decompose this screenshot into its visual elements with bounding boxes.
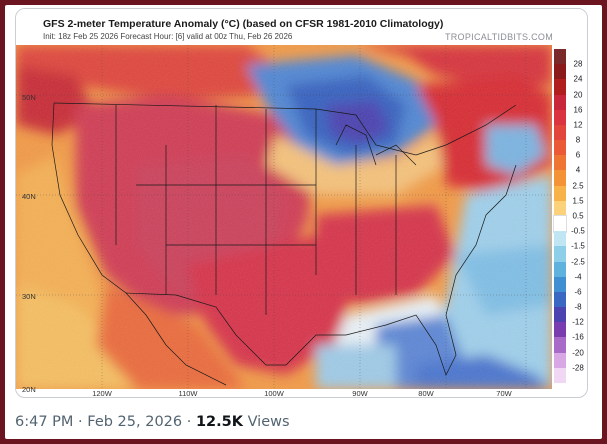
colorbar-swatch	[554, 352, 566, 369]
colorbar-swatch	[554, 140, 566, 156]
map-brand: TROPICALTIDBITS.COM	[444, 32, 553, 42]
colorbar-swatch	[554, 94, 566, 111]
lat-label-30n: 30N	[22, 292, 36, 301]
colorbar-label: -8	[574, 302, 582, 312]
colorbar-swatch	[554, 246, 566, 263]
temperature-anomaly-map	[16, 45, 552, 389]
colorbar-label: 28	[573, 59, 583, 69]
lat-label-50n: 50N	[22, 93, 36, 102]
colorbar-label: -6	[574, 287, 582, 297]
colorbar-label: 0.5	[572, 211, 584, 221]
tweet-time[interactable]: 6:47 PM	[15, 414, 74, 430]
lon-label-110w: 110W	[178, 389, 198, 398]
colorbar-swatch	[554, 185, 566, 202]
colorbar-label: 2.5	[572, 181, 584, 191]
colorbar-swatch	[554, 291, 566, 308]
colorbar-label: -20	[572, 348, 584, 358]
colorbar-swatch	[554, 276, 566, 293]
colorbar-label: -28	[572, 363, 584, 373]
colorbar-swatch	[554, 155, 566, 171]
colorbar-swatch	[554, 261, 566, 278]
anomaly-shading	[16, 45, 552, 389]
lat-label-20n: 20N	[22, 385, 36, 394]
lon-label-90w: 90W	[352, 389, 368, 398]
colorbar-swatch	[554, 109, 566, 126]
map-header: GFS 2-meter Temperature Anomaly (°C) (ba…	[16, 9, 587, 45]
colorbar-swatch	[554, 337, 566, 354]
separator-dot: ·	[186, 414, 192, 430]
colorbar-label: 1.5	[572, 196, 584, 206]
lon-label-120w: 120W	[92, 389, 112, 398]
colorbar-swatch	[554, 367, 566, 384]
colorbar-label: 8	[575, 135, 581, 145]
lat-label-40n: 40N	[22, 192, 36, 201]
colorbar-label: -4	[574, 272, 582, 282]
colorbar-label: 20	[573, 90, 583, 100]
map-subtitle: Init: 18z Feb 25 2026 Forecast Hour: [6]…	[43, 32, 293, 41]
colorbar-swatch	[554, 322, 566, 338]
colorbar-label: 4	[575, 165, 581, 175]
colorbar-swatch	[554, 200, 566, 217]
colorbar-swatch	[554, 49, 566, 65]
tweet-date[interactable]: Feb 25, 2026	[87, 414, 183, 430]
colorbar-swatch	[554, 124, 566, 141]
colorbar-label: -1.5	[571, 241, 585, 251]
tweet-frame: GFS 2-meter Temperature Anomaly (°C) (ba…	[5, 5, 602, 439]
graticule	[16, 45, 552, 389]
colorbar-label: 12	[573, 120, 583, 130]
lon-label-80w: 80W	[418, 389, 434, 398]
separator-dot: ·	[78, 414, 83, 430]
colorbar-label: -2.5	[571, 257, 585, 267]
tweet-metadata: 6:47 PM · Feb 25, 2026 · 12.5K Views	[15, 414, 290, 430]
colorbar-label: -12	[572, 317, 584, 327]
views-count: 12.5K	[195, 414, 243, 430]
map-image-card[interactable]: GFS 2-meter Temperature Anomaly (°C) (ba…	[15, 8, 588, 398]
colorbar-swatch	[553, 215, 567, 233]
colorbar-label: -16	[572, 332, 584, 342]
colorbar-label: 16	[573, 105, 583, 115]
map-title: GFS 2-meter Temperature Anomaly (°C) (ba…	[43, 18, 444, 30]
colorbar-label: 6	[575, 150, 581, 160]
lon-label-70w: 70W	[496, 389, 512, 398]
colorbar-swatch	[554, 231, 566, 247]
colorbar-swatch	[554, 307, 566, 323]
views-label: Views	[247, 414, 290, 430]
colorbar-legend: 28 24 20 16 12 8 6 4 2.5 1.5 0.5 -0.5 -1.5 -2.5 -4 -6 -8…	[552, 45, 586, 389]
colorbar-swatch	[554, 79, 566, 96]
borders-layer	[51, 102, 517, 386]
colorbar-swatch	[554, 170, 566, 187]
colorbar-label: -0.5	[571, 226, 585, 236]
colorbar-swatch	[554, 64, 566, 80]
lon-label-100w: 100W	[264, 389, 284, 398]
colorbar-label: 24	[573, 74, 583, 84]
